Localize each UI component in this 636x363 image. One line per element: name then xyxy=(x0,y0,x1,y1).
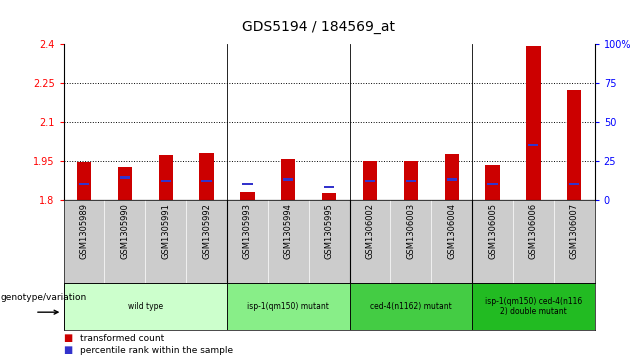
Bar xyxy=(227,283,350,330)
Bar xyxy=(242,183,252,185)
Bar xyxy=(526,46,541,200)
Bar xyxy=(200,153,214,200)
Text: percentile rank within the sample: percentile rank within the sample xyxy=(80,346,233,355)
Bar xyxy=(79,183,89,185)
Bar xyxy=(240,192,254,200)
Text: ced-4(n1162) mutant: ced-4(n1162) mutant xyxy=(370,302,452,311)
Text: GSM1306006: GSM1306006 xyxy=(529,203,538,259)
Bar xyxy=(324,186,335,188)
Bar xyxy=(120,176,130,179)
Bar xyxy=(283,178,293,181)
Bar xyxy=(202,180,212,182)
Text: isp-1(qm150) mutant: isp-1(qm150) mutant xyxy=(247,302,329,311)
Text: GSM1306005: GSM1306005 xyxy=(488,203,497,259)
Text: GSM1305992: GSM1305992 xyxy=(202,203,211,259)
Text: GSM1305993: GSM1305993 xyxy=(243,203,252,259)
Text: transformed count: transformed count xyxy=(80,334,163,343)
Text: wild type: wild type xyxy=(128,302,163,311)
Bar xyxy=(365,180,375,182)
Bar xyxy=(487,183,497,185)
Bar xyxy=(404,160,418,200)
Text: isp-1(qm150) ced-4(n116
2) double mutant: isp-1(qm150) ced-4(n116 2) double mutant xyxy=(485,297,582,317)
Text: GSM1306007: GSM1306007 xyxy=(570,203,579,259)
Text: ■: ■ xyxy=(64,333,73,343)
Text: GSM1306004: GSM1306004 xyxy=(447,203,456,259)
Bar xyxy=(322,193,336,200)
Bar xyxy=(472,283,595,330)
Bar xyxy=(77,162,91,200)
Bar xyxy=(281,159,296,200)
Text: ■: ■ xyxy=(64,345,73,355)
Bar xyxy=(158,155,173,200)
Text: GSM1306003: GSM1306003 xyxy=(406,203,415,259)
Text: GSM1305991: GSM1305991 xyxy=(162,203,170,259)
Bar xyxy=(161,180,171,182)
Text: genotype/variation: genotype/variation xyxy=(1,293,87,302)
Bar xyxy=(406,180,416,182)
Bar xyxy=(529,144,539,146)
Bar xyxy=(567,90,581,200)
Bar xyxy=(350,283,472,330)
Bar xyxy=(446,178,457,181)
Text: GSM1306002: GSM1306002 xyxy=(366,203,375,259)
Text: GSM1305989: GSM1305989 xyxy=(80,203,88,259)
Bar xyxy=(64,283,227,330)
Bar xyxy=(363,160,377,200)
Text: GSM1305995: GSM1305995 xyxy=(324,203,334,259)
Bar xyxy=(485,164,500,200)
Bar xyxy=(569,183,579,185)
Bar xyxy=(118,167,132,200)
Text: GSM1305990: GSM1305990 xyxy=(120,203,129,259)
Text: GSM1305994: GSM1305994 xyxy=(284,203,293,259)
Text: GDS5194 / 184569_at: GDS5194 / 184569_at xyxy=(242,20,394,34)
Bar xyxy=(445,154,459,200)
